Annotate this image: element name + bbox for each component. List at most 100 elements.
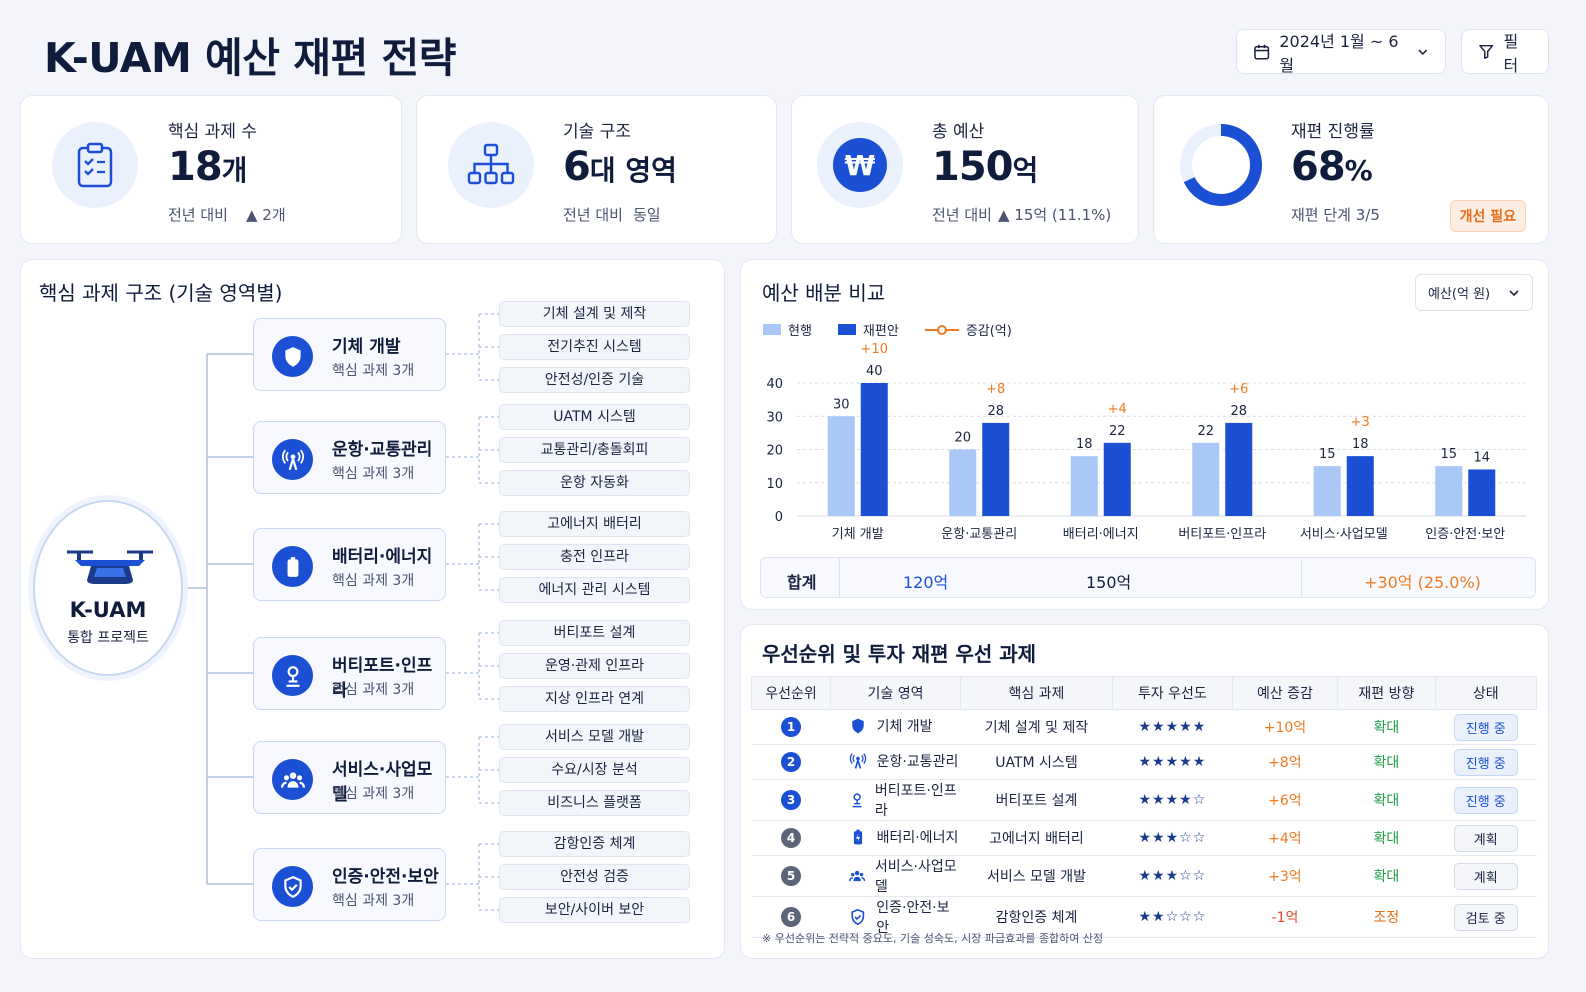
domain-node[interactable]: 버티포트·인프라 핵심 과제 3개 (253, 637, 446, 710)
table-row[interactable]: 5 서비스·사업모델 서비스 모델 개발 ★★★☆☆ +3억 확대 계획 (751, 855, 1537, 897)
tree-connectors (183, 313, 499, 911)
domain-label: 서비스·사업모델 (874, 859, 957, 895)
table-row[interactable]: 6 인증·안전·보안 감항인증 체계 ★★☆☆☆ -1억 조정 검토 중 (751, 896, 1537, 938)
domain-cell: 기체 개발 (830, 709, 961, 745)
x-tick-label: 기체 개발 (832, 527, 884, 542)
stars-cell: ★★★☆☆ (1112, 820, 1233, 856)
domain-sub: 핵심 과제 3개 (332, 466, 415, 482)
rank-badge: 3 (781, 790, 802, 810)
table-row[interactable]: 2 운항·교통관리 UATM 시스템 ★★★★★ +8억 확대 진행 중 (751, 744, 1537, 780)
antenna-icon (849, 752, 866, 769)
task-cell: 감항인증 체계 (960, 896, 1113, 938)
task-item[interactable]: 서비스 모델 개발 (499, 724, 690, 750)
domain-node[interactable]: 기체 개발 핵심 과제 3개 (253, 318, 446, 391)
column-header[interactable]: 기술 영역 (830, 676, 961, 710)
task-item[interactable]: 버티포트 설계 (499, 620, 690, 646)
rank-cell: 2 (751, 744, 831, 780)
task-item[interactable]: 수요/시장 분석 (499, 757, 690, 783)
won-icon: ₩ (817, 122, 903, 208)
delta-label: +8 (986, 382, 1005, 397)
domain-name: 운항·교통관리 (332, 440, 433, 460)
domain-icon (272, 546, 313, 587)
status-badge[interactable]: 검토 중 (1453, 903, 1518, 931)
column-header[interactable]: 상태 (1434, 676, 1538, 710)
bar-current (827, 416, 855, 516)
root-node[interactable]: K-UAM 통합 프로젝트 (33, 500, 183, 676)
rank-badge: 6 (781, 907, 802, 927)
domain-node[interactable]: 인증·안전·보안 핵심 과제 3개 (253, 848, 446, 921)
drone-icon (67, 550, 153, 584)
bar-value-label: 18 (1076, 437, 1093, 452)
kpi-card-budget: ₩ 총 예산 150억 전년 대비 ▲ 15억 (11.1%) (791, 95, 1139, 244)
delta-cell: -1억 (1232, 896, 1338, 938)
unit-select[interactable]: 예산(억 원) (1415, 274, 1533, 311)
direction-cell: 확대 (1337, 779, 1436, 821)
task-item[interactable]: 기체 설계 및 제작 (499, 301, 690, 327)
task-item[interactable]: 비즈니스 플랫폼 (499, 790, 690, 816)
task-item[interactable]: 교통관리/충돌회피 (499, 437, 690, 463)
task-item[interactable]: 충전 인프라 (499, 544, 690, 570)
task-cell: 서비스 모델 개발 (960, 855, 1113, 897)
checklist-icon (52, 122, 138, 208)
domain-node[interactable]: 서비스·사업모델 핵심 과제 3개 (253, 741, 446, 814)
budget-panel: 예산 배분 비교 예산(억 원) 현행 재편안 증감(억) 0 10 20 30 40 30 4… (740, 259, 1549, 610)
status-badge[interactable]: 진행 중 (1453, 786, 1518, 814)
x-tick-label: 배터리·에너지 (1063, 527, 1139, 542)
kpi-value: 18개 (168, 144, 248, 190)
domain-sub: 핵심 과제 3개 (332, 363, 415, 379)
status-badge[interactable]: 진행 중 (1453, 713, 1518, 741)
legend-swatch (763, 324, 781, 335)
task-item[interactable]: 지상 인프라 연계 (499, 686, 690, 712)
task-item[interactable]: 운영·관제 인프라 (499, 653, 690, 679)
column-header[interactable]: 재편 방향 (1337, 676, 1436, 710)
status-badge[interactable]: 진행 중 (1453, 748, 1518, 776)
filter-button[interactable]: 필터 (1461, 29, 1549, 75)
domain-sub: 핵심 과제 3개 (332, 786, 415, 802)
task-item[interactable]: 감항인증 체계 (499, 831, 690, 857)
table-row[interactable]: 1 기체 개발 기체 설계 및 제작 ★★★★★ +10억 확대 진행 중 (751, 709, 1537, 745)
domain-name: 인증·안전·보안 (332, 867, 439, 887)
legend-line-marker (924, 324, 959, 335)
column-header[interactable]: 우선순위 (750, 676, 832, 710)
delta-cell: +4억 (1232, 820, 1338, 856)
column-header[interactable]: 투자 우선도 (1112, 676, 1233, 710)
task-item[interactable]: 안전성 검증 (499, 864, 690, 890)
rank-cell: 5 (751, 855, 831, 897)
status-badge[interactable]: 계획 (1453, 862, 1518, 890)
domain-node[interactable]: 배터리·에너지 핵심 과제 3개 (253, 528, 446, 601)
legend-item: 증감(억) (924, 320, 1012, 339)
task-item[interactable]: 보안/사이버 보안 (499, 897, 690, 923)
vertiport-icon (852, 793, 862, 808)
column-header[interactable]: 핵심 과제 (959, 676, 1114, 710)
task-item[interactable]: 안전성/인증 기술 (499, 367, 690, 393)
task-item[interactable]: 고에너지 배터리 (499, 511, 690, 537)
column-header[interactable]: 예산 증감 (1231, 676, 1339, 710)
root-name: K-UAM (69, 598, 147, 622)
status-badge[interactable]: 계획 (1453, 824, 1518, 852)
status-cell: 계획 (1435, 855, 1537, 897)
bar-value-label: 28 (987, 404, 1004, 419)
domain-cell: 서비스·사업모델 (830, 855, 961, 897)
table-row[interactable]: 3 버티포트·인프라 버티포트 설계 ★★★★☆ +6억 확대 진행 중 (751, 779, 1537, 821)
task-item[interactable]: 전기추진 시스템 (499, 334, 690, 360)
direction-cell: 조정 (1337, 896, 1436, 938)
stars-cell: ★★★★★ (1112, 709, 1233, 745)
kpi-sub: 재편 단계 3/5 (1291, 206, 1380, 224)
date-range-picker[interactable]: 2024년 1월 ~ 6월 (1236, 29, 1446, 75)
x-tick-label: 서비스·사업모델 (1300, 527, 1388, 542)
legend-label: 현행 (788, 324, 812, 339)
task-item[interactable]: 운항 자동화 (499, 470, 690, 496)
x-tick-label: 운항·교통관리 (941, 527, 1017, 542)
rank-cell: 4 (751, 820, 831, 856)
legend-item: 현행 (763, 320, 812, 339)
domain-icon (272, 866, 313, 907)
task-item[interactable]: UATM 시스템 (499, 404, 690, 430)
kpi-value: 150억 (932, 144, 1039, 190)
delta-cell: +3억 (1232, 855, 1338, 897)
kpi-card-progress: 재편 진행률 68% 재편 단계 3/5 개선 필요 (1153, 95, 1549, 244)
task-item[interactable]: 에너지 관리 시스템 (499, 577, 690, 603)
table-row[interactable]: 4 배터리·에너지 고에너지 배터리 ★★★☆☆ +4억 확대 계획 (751, 820, 1537, 856)
rank-badge: 2 (781, 752, 802, 772)
delta-label: +3 (1351, 415, 1370, 430)
